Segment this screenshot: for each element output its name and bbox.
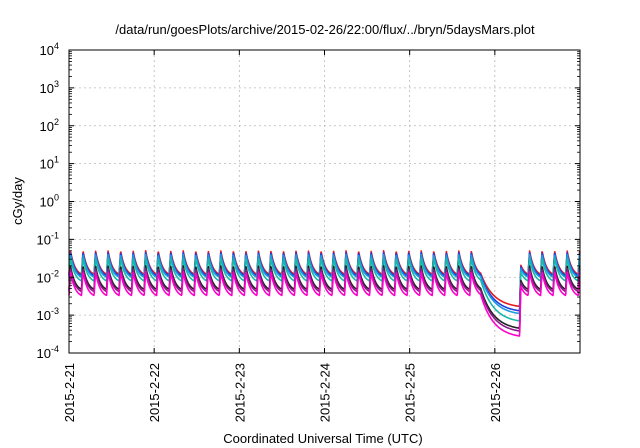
x-tick-label: 2015-2-23 (232, 363, 247, 422)
x-tick-label: 2015-2-21 (62, 363, 77, 422)
x-axis-label: Coordinated Universal Time (UTC) (223, 431, 422, 446)
y-tick-label: 10-3 (37, 306, 59, 323)
series-line-7 (68, 270, 581, 337)
y-tick-label: 103 (40, 79, 59, 96)
y-axis-label: cGy/day (10, 177, 25, 225)
series-group (68, 249, 581, 337)
y-tick-label: 10-1 (37, 230, 59, 247)
grid (69, 50, 580, 353)
y-tick-label: 10-2 (37, 268, 59, 285)
x-tick-label: 2015-2-26 (488, 363, 503, 422)
y-tick-label: 101 (40, 155, 59, 172)
x-axis: 2015-2-21 2015-2-22 2015-2-23 2015-2-24 2015… (62, 50, 503, 422)
y-tick-label: 10-4 (37, 344, 59, 361)
x-tick-label: 2015-2-25 (403, 363, 418, 422)
series-line-5 (68, 265, 581, 330)
series-line-3 (68, 253, 581, 315)
y-tick-label: 102 (40, 117, 59, 134)
y-tick-label: 104 (40, 41, 59, 58)
chart-title: /data/run/goesPlots/archive/2015-02-26/2… (115, 22, 535, 37)
y-tick-label: 100 (40, 193, 59, 210)
series-line-4 (68, 257, 581, 322)
x-tick-label: 2015-2-24 (318, 363, 333, 422)
series-line-6 (68, 267, 581, 332)
y-axis: 10-4 10-3 10-2 10-1 100 101 102 103 104 (37, 41, 580, 361)
x-tick-label: 2015-2-22 (147, 363, 162, 422)
